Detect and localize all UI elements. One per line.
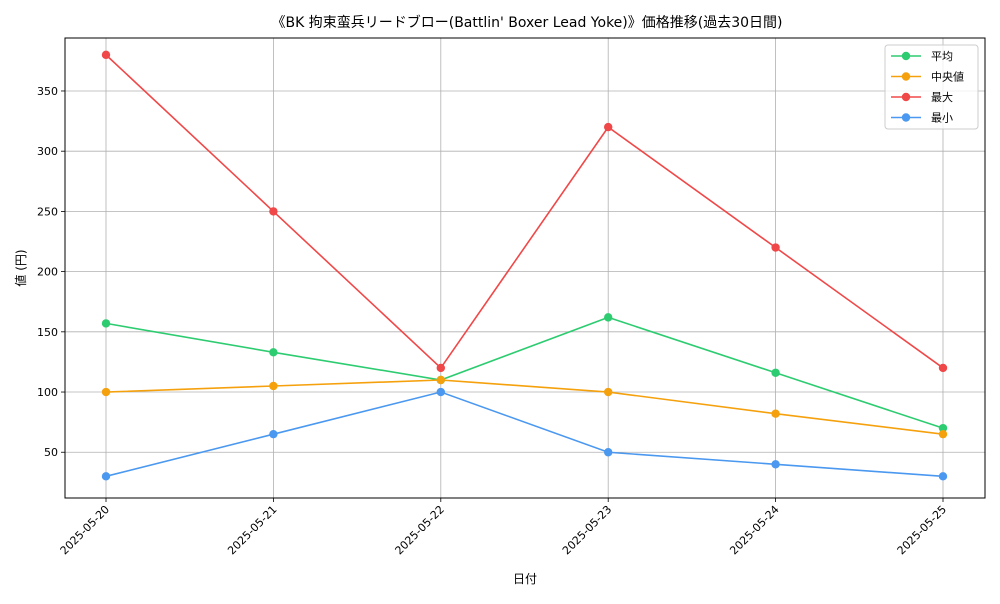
chart-title: 《BK 拘束蛮兵リードブロー(Battlin' Boxer Lead Yoke)… [272,14,783,31]
legend-label: 最大 [931,90,953,104]
legend-label: 平均 [931,50,953,63]
data-point [101,50,111,60]
y-tick-label: 250 [37,205,58,218]
data-point [604,448,613,457]
x-axis-label: 日付 [513,572,537,586]
data-point [269,381,278,391]
data-point [771,409,780,418]
series-layer [101,50,948,481]
data-point [938,429,948,439]
y-tick-label: 50 [44,446,58,459]
data-point [938,363,948,373]
data-point [938,472,948,481]
data-point [771,243,780,252]
data-point [604,122,613,132]
data-point [101,319,111,328]
data-point [604,313,613,322]
legend-box [884,44,979,130]
data-point [269,348,278,357]
data-point [436,387,445,397]
data-point [771,460,780,469]
y-tick-label: 200 [37,266,58,279]
data-point [269,429,278,439]
data-point [436,363,445,373]
data-point [604,387,613,397]
legend-swatch-marker [901,92,911,102]
data-point [269,207,278,216]
legend-label: 最小 [931,112,953,125]
data-point [101,387,111,397]
y-tick-label: 300 [37,145,58,158]
series-line-2 [105,54,944,370]
y-tick-label: 100 [37,386,58,399]
series-line-1 [105,379,944,435]
legend-swatch-marker [901,51,911,61]
data-point [436,375,445,385]
legend-swatch-marker [901,113,911,122]
grid-layer [65,38,985,498]
plot-frame [64,37,986,499]
y-tick-label: 150 [37,326,58,339]
data-point [771,368,780,377]
series-line-3 [105,391,944,478]
legend-swatch-marker [901,72,911,81]
legend-label: 中央値 [931,71,964,84]
data-point [101,472,111,481]
y-tick-label: 350 [37,85,58,98]
y-axis-label: 値 (円) [13,249,28,286]
series-line-0 [105,316,944,429]
data-point [938,423,948,433]
